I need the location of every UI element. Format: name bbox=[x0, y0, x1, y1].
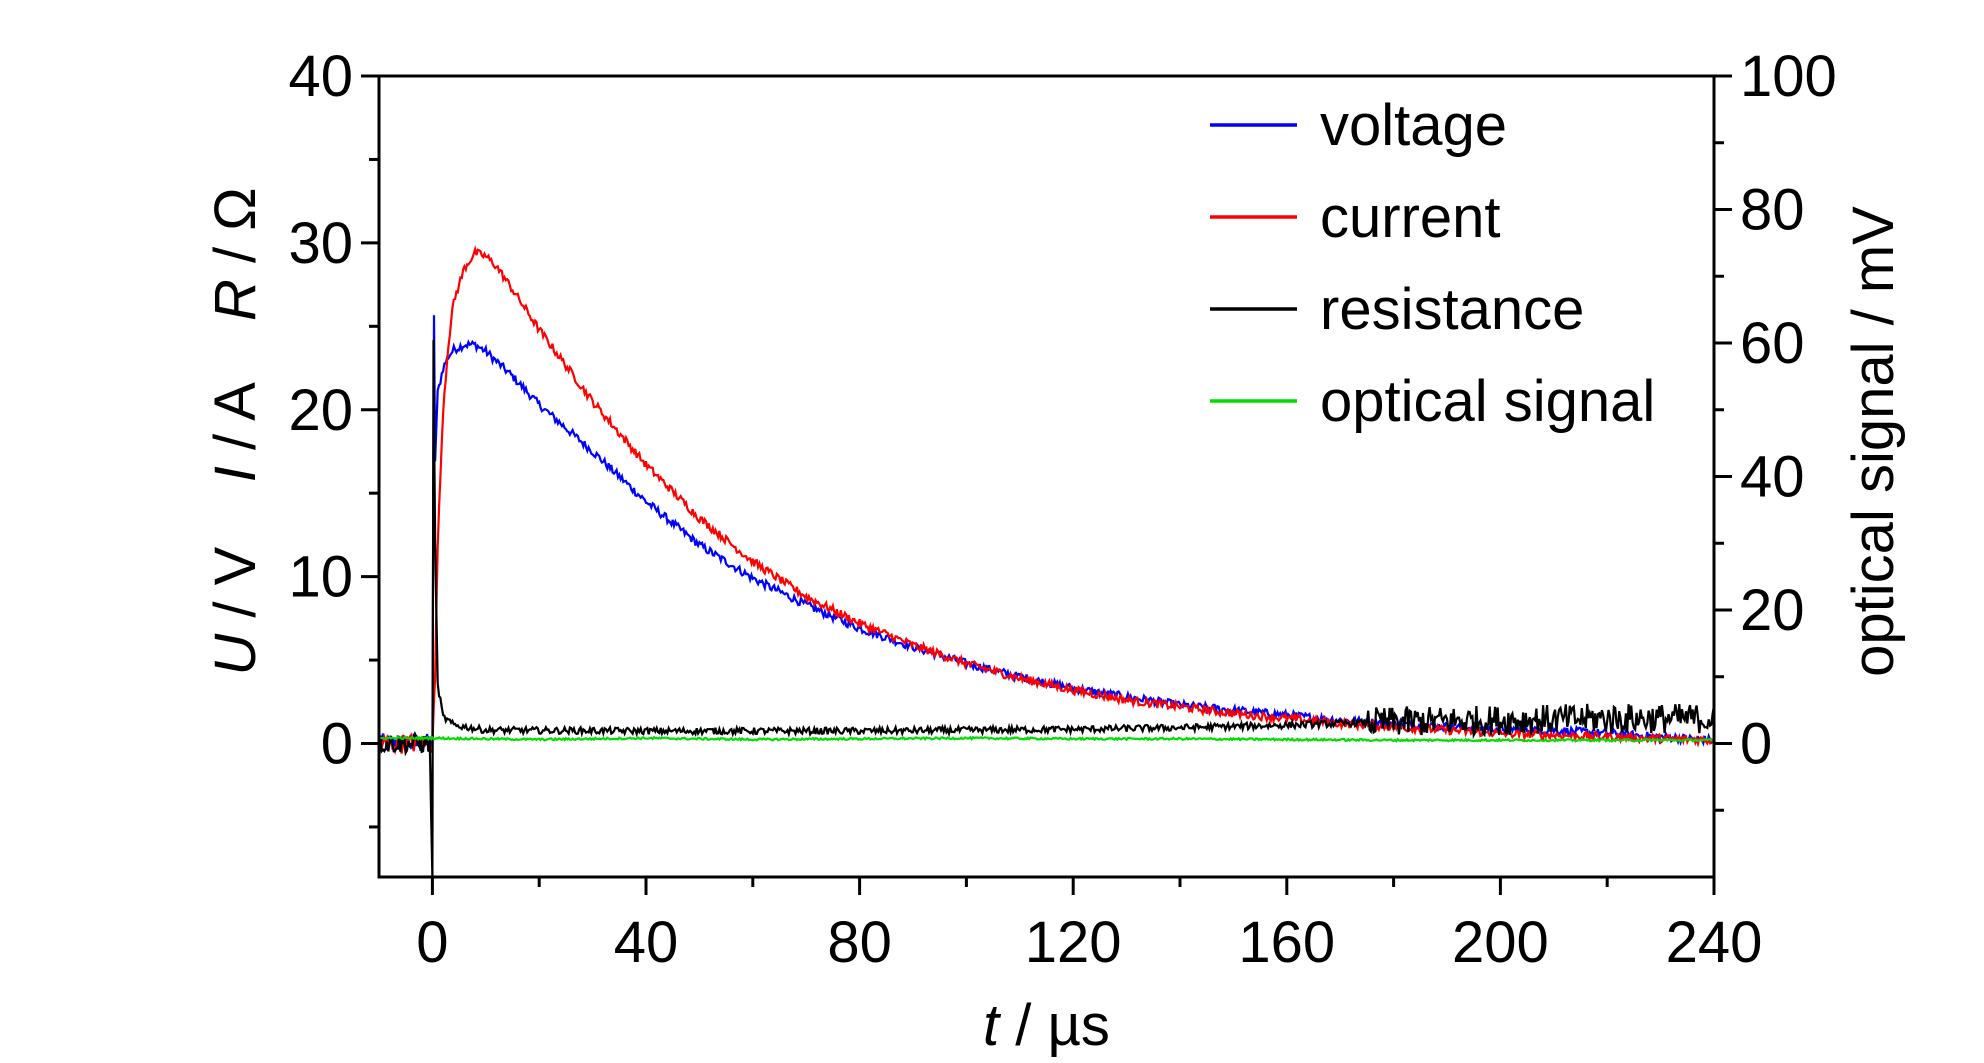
y-left-tick-label: 20 bbox=[288, 378, 353, 443]
x-axis: 0 40 80 120 160 200 240 bbox=[416, 877, 1762, 975]
y-left-tick-label: 0 bbox=[321, 712, 353, 777]
y-right-axis-title: optical signal / mV bbox=[1841, 206, 1906, 677]
y-left-axis-title-part: R bbox=[203, 279, 268, 321]
y-right-tick-label: 20 bbox=[1740, 578, 1805, 643]
x-tick-label: 160 bbox=[1238, 910, 1335, 975]
series-layer bbox=[377, 244, 1716, 879]
y-left-axis: 0 10 20 30 40 bbox=[288, 44, 379, 829]
x-tick-label: 200 bbox=[1452, 910, 1549, 975]
y-right-tick-label: 100 bbox=[1740, 44, 1837, 109]
y-right-tick-label: 40 bbox=[1740, 445, 1805, 510]
legend: voltage current resistance optical signal bbox=[1210, 93, 1655, 434]
legend-label: optical signal bbox=[1320, 369, 1655, 434]
y-left-axis-title-part: U bbox=[203, 633, 268, 676]
y-left-tick-label: 30 bbox=[288, 211, 353, 276]
x-tick-label: 80 bbox=[827, 910, 892, 975]
x-tick-label: 40 bbox=[614, 910, 679, 975]
legend-label: voltage bbox=[1320, 93, 1507, 158]
y-right-tick-label: 80 bbox=[1740, 178, 1805, 243]
y-left-axis-title-part: / A bbox=[203, 321, 268, 466]
y-right-tick-label: 0 bbox=[1740, 712, 1772, 777]
series-line-optical-signal bbox=[378, 735, 1715, 743]
y-right-axis: 0 20 40 60 80 100 bbox=[1714, 44, 1837, 812]
y-left-axis-title-part: / Ω bbox=[203, 187, 268, 279]
x-axis-title: t / µs bbox=[983, 993, 1110, 1058]
y-left-tick-label: 40 bbox=[288, 44, 353, 109]
series-line-current bbox=[378, 244, 1715, 755]
legend-label: resistance bbox=[1320, 277, 1584, 342]
x-tick-label: 240 bbox=[1666, 910, 1763, 975]
x-axis-title-var: t bbox=[983, 993, 1002, 1058]
y-right-tick-label: 60 bbox=[1740, 311, 1805, 376]
y-left-axis-title: U / V I / A R / Ω bbox=[203, 187, 268, 675]
plot-frame bbox=[377, 74, 1716, 879]
y-left-axis-title-part: I bbox=[203, 466, 268, 482]
y-left-tick-label: 10 bbox=[288, 545, 353, 610]
x-axis-title-unit: / µs bbox=[999, 993, 1110, 1058]
x-tick-label: 0 bbox=[416, 910, 448, 975]
x-tick-label: 120 bbox=[1025, 910, 1122, 975]
legend-label: current bbox=[1320, 185, 1501, 250]
series-line-resistance bbox=[377, 339, 1716, 879]
y-left-axis-title-part: / V bbox=[203, 482, 268, 634]
